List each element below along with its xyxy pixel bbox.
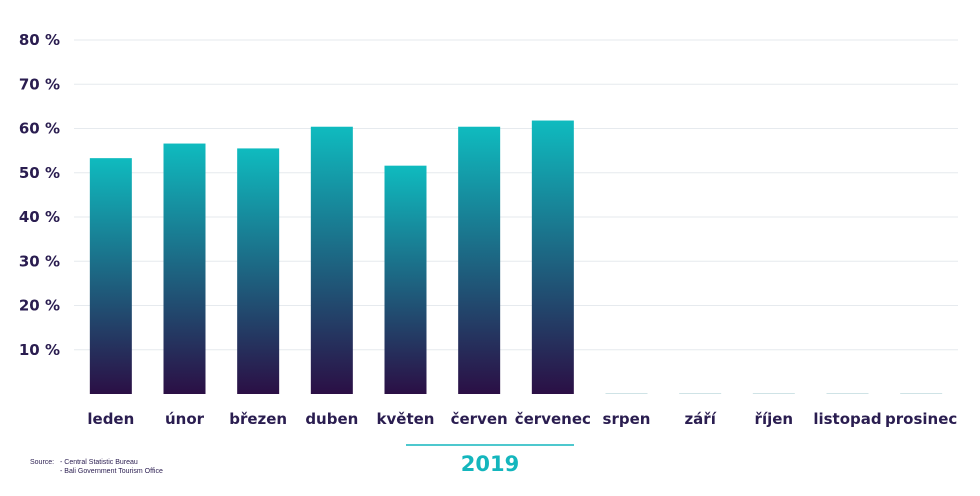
bar-červenec <box>531 120 574 394</box>
y-tick-label: 40 % <box>19 208 60 226</box>
bar-květen <box>384 165 427 394</box>
x-tick-label: únor <box>165 410 205 428</box>
empty-bar-prosinec <box>900 393 943 394</box>
y-tick-label: 50 % <box>19 164 60 182</box>
y-tick-label: 60 % <box>19 120 60 138</box>
bar-červen <box>458 126 501 394</box>
x-tick-label: říjen <box>755 410 794 428</box>
year-label: 2019 <box>461 452 519 476</box>
empty-bar-listopad <box>826 393 869 394</box>
bar-leden <box>89 158 132 394</box>
x-axis: leden únor březen duben květen červen červenec… <box>87 410 957 428</box>
x-tick-label: leden <box>87 410 134 428</box>
x-tick-label: březen <box>229 410 287 428</box>
y-axis: 10 % 20 % 30 % 40 % 50 % 60 % 70 % 80 % <box>19 31 60 359</box>
y-tick-label: 70 % <box>19 75 60 93</box>
y-tick-label: 20 % <box>19 297 60 315</box>
x-tick-label: srpen <box>603 410 651 428</box>
source-item: - Bali Government Tourism Office <box>60 467 163 475</box>
gridlines <box>74 39 958 351</box>
empty-bar-září <box>679 393 722 394</box>
x-tick-label: květen <box>377 410 435 428</box>
x-tick-label: prosinec <box>885 410 957 428</box>
source-item: - Central Statistic Bureau <box>60 459 138 466</box>
x-tick-label: listopad <box>813 410 881 428</box>
source-label: Source: <box>30 459 55 466</box>
x-tick-label: červenec <box>515 410 591 428</box>
bar-březen <box>237 148 280 394</box>
x-tick-label: září <box>684 410 716 428</box>
bars <box>89 120 943 394</box>
empty-bar-srpen <box>605 393 648 394</box>
x-tick-label: červen <box>451 410 508 428</box>
y-tick-label: 30 % <box>19 252 60 270</box>
bar-únor <box>163 143 206 394</box>
x-tick-label: duben <box>305 410 358 428</box>
bar-duben <box>310 126 353 394</box>
empty-bar-říjen <box>752 393 795 394</box>
source-note: Source: - Central Statistic Bureau - Bal… <box>30 459 163 476</box>
y-tick-label: 10 % <box>19 341 60 359</box>
y-tick-label: 80 % <box>19 31 60 49</box>
year-group: 2019 <box>406 444 574 476</box>
